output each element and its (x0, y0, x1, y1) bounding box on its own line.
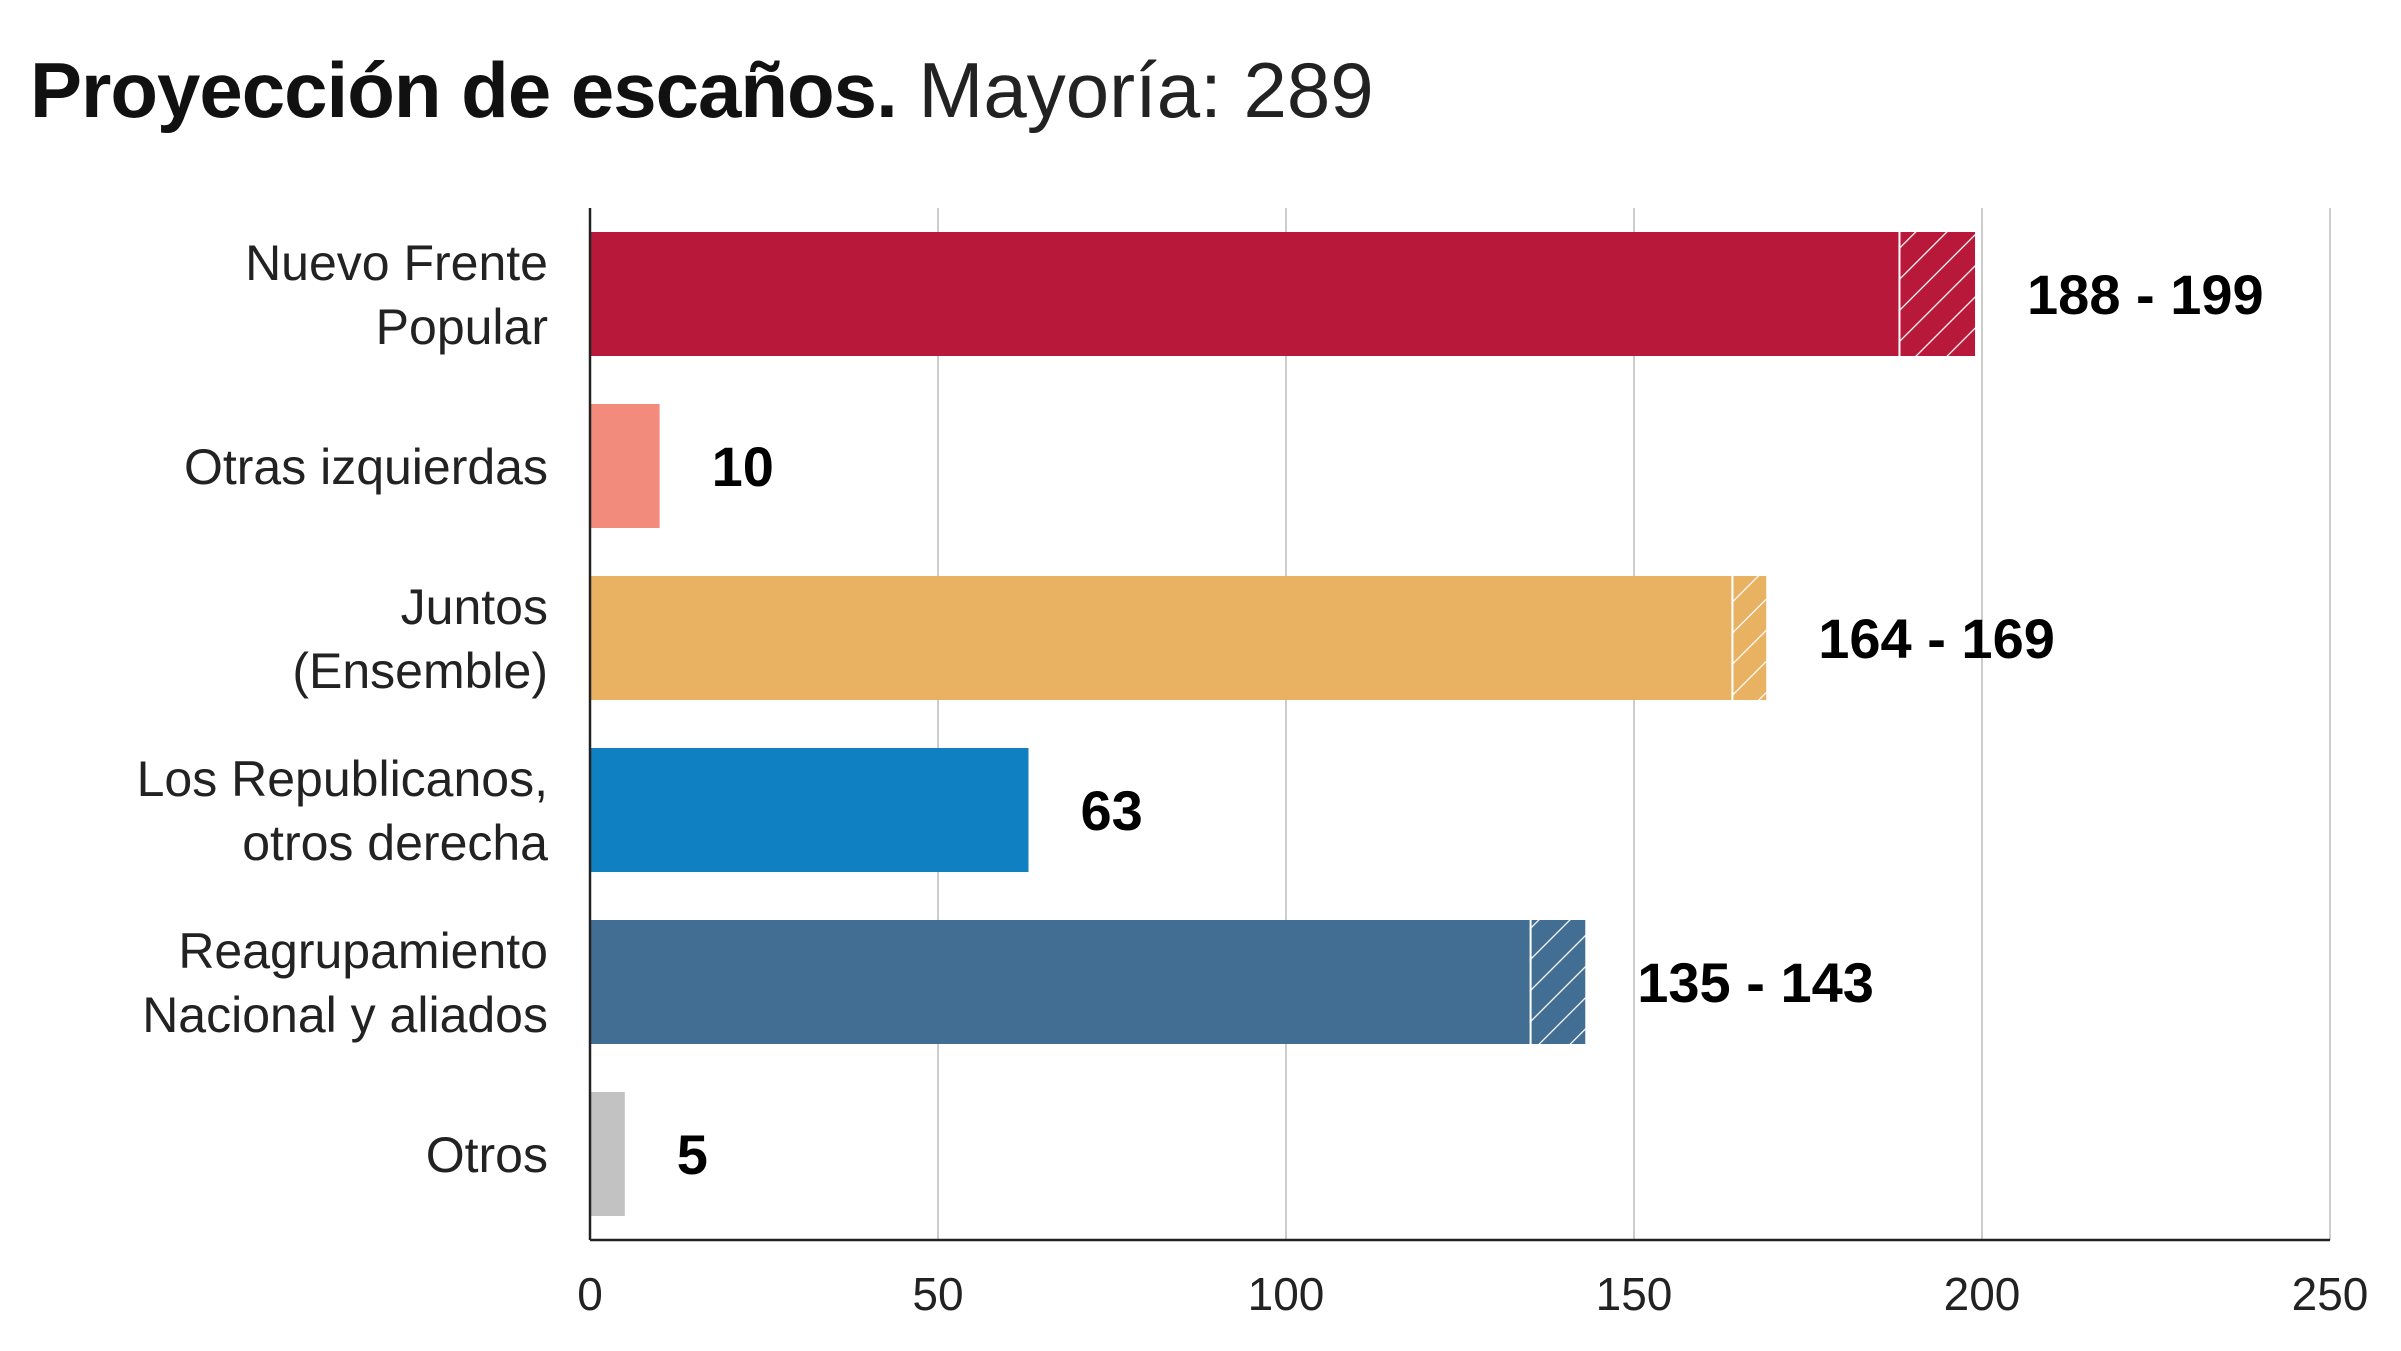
category-label: Popular (376, 299, 548, 355)
chart-title-majority: Mayoría: 289 (918, 46, 1374, 134)
x-tick-label: 150 (1596, 1268, 1673, 1320)
category-label: Los Republicanos, (137, 751, 548, 807)
value-label: 5 (677, 1123, 708, 1186)
category-label: (Ensemble) (292, 643, 548, 699)
category-label: Nacional y aliados (142, 987, 548, 1043)
x-tick-label: 200 (1944, 1268, 2021, 1320)
x-tick-label: 0 (577, 1268, 603, 1320)
x-tick-label: 50 (912, 1268, 963, 1320)
category-label: Otros (426, 1127, 548, 1183)
bar-range-2 (1731, 576, 1767, 700)
bar-range-4 (1529, 920, 1586, 1044)
bar-2 (590, 576, 1732, 700)
value-label: 135 - 143 (1637, 951, 1874, 1014)
category-label: Nuevo Frente (245, 235, 548, 291)
value-label: 164 - 169 (1818, 607, 2055, 670)
category-label: Otras izquierdas (184, 439, 548, 495)
bar-1 (590, 404, 660, 528)
value-label: 63 (1080, 779, 1142, 842)
value-label: 10 (712, 435, 774, 498)
category-label: Reagrupamiento (178, 923, 548, 979)
bar-4 (590, 920, 1530, 1044)
bar-0 (590, 232, 1899, 356)
chart-title-main: Proyección de escaños. (30, 46, 898, 134)
bar-range-0 (1898, 232, 1976, 356)
labels: 0 50 100 150 200 250 188 - 199 Nuevo Frente Popu… (137, 235, 2369, 1320)
bar-3 (590, 748, 1029, 872)
axes (588, 208, 2330, 1242)
gridlines (937, 208, 2331, 1240)
x-tick-label: 100 (1248, 1268, 1325, 1320)
category-label: Juntos (401, 579, 548, 635)
bar-5 (590, 1092, 625, 1216)
category-label: otros derecha (242, 815, 548, 871)
x-tick-label: 250 (2292, 1268, 2369, 1320)
chart-title: Proyección de escaños. Mayoría: 289 (30, 40, 1374, 140)
value-label: 188 - 199 (2027, 263, 2264, 326)
bars (590, 232, 1976, 1216)
